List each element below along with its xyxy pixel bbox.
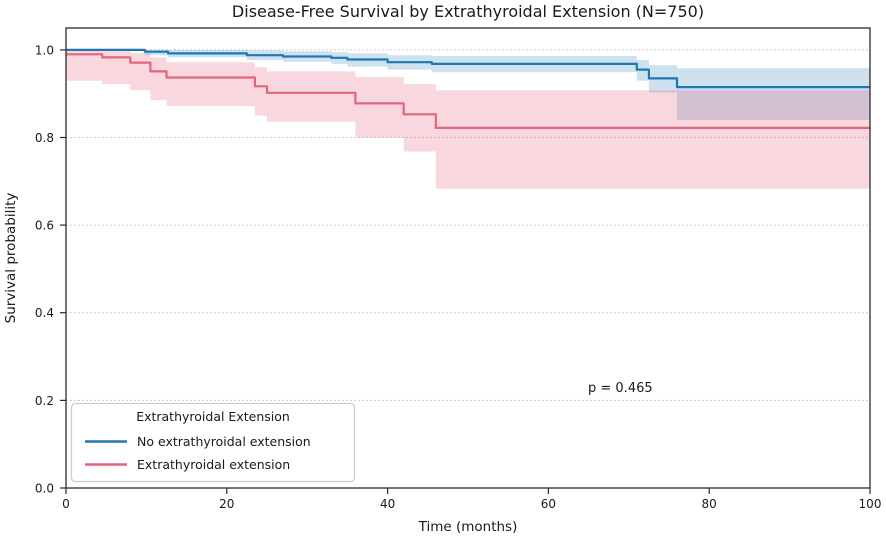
x-tick-label: 20 — [219, 497, 234, 511]
legend-box — [70, 402, 356, 483]
x-tick-label: 60 — [541, 497, 556, 511]
x-tick-label: 80 — [702, 497, 717, 511]
legend-label-no-extrathyroidal: No extrathyroidal extension — [137, 434, 311, 449]
extrathyroidal-ci-band — [66, 49, 870, 189]
y-tick-label: 1.0 — [35, 43, 54, 57]
legend-title: Extrathyroidal Extension — [136, 409, 290, 424]
x-tick-labels: 0 20 40 60 80 100 — [62, 497, 881, 511]
x-tick-label: 100 — [859, 497, 882, 511]
x-tick-label: 40 — [380, 497, 395, 511]
no-extrathyroidal-ci-band — [66, 49, 870, 120]
chart-title: Disease-Free Survival by Extrathyroidal … — [232, 2, 704, 21]
y-tick-label: 0.0 — [35, 482, 54, 496]
y-tick-label: 0.8 — [35, 131, 54, 145]
legend: Extrathyroidal Extension No extrathyroid… — [70, 402, 356, 483]
p-value-annotation: p = 0.465 — [588, 381, 653, 396]
y-tick-label: 0.2 — [35, 394, 54, 408]
no-extrathyroidal-curve — [66, 48, 870, 89]
x-axis-label: Time (months) — [418, 519, 518, 535]
y-tick-labels: 0.0 0.2 0.4 0.6 0.8 1.0 — [35, 43, 54, 495]
extrathyroidal-curve — [66, 53, 870, 129]
plot-area — [66, 48, 870, 189]
x-tick-label: 0 — [62, 497, 70, 511]
y-tick-marks — [60, 49, 66, 489]
y-tick-label: 0.6 — [35, 219, 54, 233]
x-tick-marks — [65, 488, 871, 494]
y-axis-label: Survival probability — [3, 193, 19, 324]
legend-label-extrathyroidal: Extrathyroidal extension — [137, 457, 290, 472]
plot-border — [65, 27, 871, 489]
y-tick-label: 0.4 — [35, 306, 54, 320]
